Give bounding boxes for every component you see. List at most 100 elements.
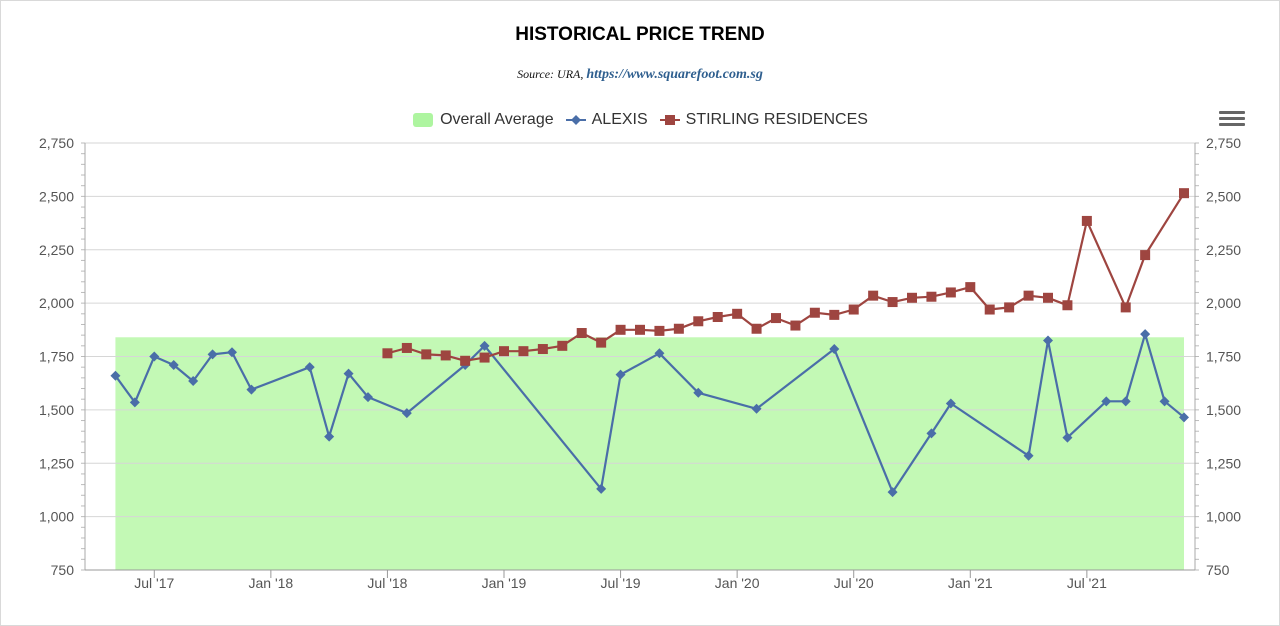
data-point-alexis	[168, 360, 179, 371]
data-point-alexis	[401, 408, 412, 419]
data-point-stirling-residences	[1023, 290, 1034, 301]
data-point-alexis	[129, 397, 140, 408]
legend-label-stirling: STIRLING RESIDENCES	[685, 111, 868, 128]
data-point-alexis	[1159, 396, 1170, 407]
y-tick-label-left: 1,750	[39, 349, 74, 365]
y-tick-label-right: 2,500	[1206, 188, 1241, 204]
diamond-line-icon	[565, 115, 586, 125]
data-point-stirling-residences	[809, 307, 820, 318]
data-point-alexis	[615, 369, 626, 380]
data-point-alexis	[1062, 432, 1073, 443]
legend-label-overall-average: Overall Average	[440, 111, 554, 128]
y-tick-label-right: 2,000	[1206, 295, 1241, 311]
data-point-stirling-residences	[732, 308, 743, 319]
data-point-stirling-residences	[654, 325, 665, 336]
data-point-alexis	[1140, 329, 1151, 340]
data-point-stirling-residences	[907, 292, 917, 303]
x-tick-label: Jan '18	[248, 575, 293, 591]
data-point-alexis	[654, 348, 665, 359]
source-text: Source: URA,	[517, 67, 587, 81]
data-point-alexis	[1043, 335, 1053, 346]
data-point-alexis	[304, 362, 315, 373]
data-point-alexis	[1120, 396, 1131, 407]
series-line-stirling-residences	[387, 192, 1185, 362]
legend-item-overall-average[interactable]: Overall Average	[412, 111, 554, 129]
data-point-stirling-residences	[1062, 300, 1073, 311]
x-tick-label: Jul '19	[601, 575, 641, 591]
y-tick-label-left: 2,500	[39, 188, 74, 204]
y-tick-label-left: 750	[51, 562, 75, 578]
data-point-alexis	[693, 387, 704, 398]
data-point-stirling-residences	[829, 309, 840, 320]
data-point-stirling-residences	[421, 349, 432, 360]
data-point-alexis	[110, 370, 121, 381]
y-tick-label-right: 1,000	[1206, 509, 1241, 525]
chart-subtitle: Source: URA, https://www.squarefoot.com.…	[0, 67, 1280, 83]
x-tick-label: Jan '19	[482, 575, 527, 591]
y-tick-label-right: 1,750	[1206, 349, 1241, 365]
x-tick-label: Jan '21	[948, 575, 993, 591]
data-point-stirling-residences	[479, 352, 490, 363]
data-point-alexis	[227, 347, 237, 358]
data-point-stirling-residences	[1004, 302, 1015, 313]
y-tick-label-right: 750	[1206, 562, 1230, 578]
data-point-alexis	[1179, 412, 1189, 423]
data-point-stirling-residences	[557, 340, 568, 351]
data-point-stirling-residences	[596, 337, 607, 348]
data-point-stirling-residences	[499, 346, 509, 357]
data-point-stirling-residences	[440, 350, 451, 361]
legend-item-alexis[interactable]: ALEXIS	[565, 111, 648, 129]
x-tick-label: Jul '17	[134, 575, 174, 591]
x-tick-label: Jan '20	[715, 575, 760, 591]
data-point-stirling-residences	[945, 287, 956, 298]
y-tick-label-right: 1,250	[1206, 455, 1241, 471]
data-point-alexis	[1101, 396, 1112, 407]
data-point-alexis	[887, 487, 898, 498]
data-point-alexis	[926, 428, 937, 439]
data-point-stirling-residences	[518, 346, 529, 357]
area-swatch-icon	[413, 113, 434, 127]
data-point-alexis	[945, 398, 956, 409]
data-point-stirling-residences	[868, 290, 879, 301]
data-point-stirling-residences	[673, 323, 684, 334]
y-tick-label-left: 1,000	[39, 509, 74, 525]
y-tick-label-left: 2,250	[39, 242, 74, 258]
data-point-stirling-residences	[615, 324, 626, 335]
data-point-stirling-residences	[984, 304, 995, 315]
data-point-alexis	[324, 431, 335, 442]
data-point-stirling-residences	[712, 312, 723, 323]
data-point-alexis	[751, 403, 762, 414]
data-point-alexis	[188, 376, 199, 387]
y-tick-label-left: 2,750	[39, 135, 74, 151]
y-tick-label-left: 1,500	[39, 402, 74, 418]
chart-legend: Overall Average ALEXIS STIRLING RESIDENC…	[0, 111, 1280, 129]
data-point-stirling-residences	[1081, 215, 1092, 226]
data-point-alexis	[596, 483, 607, 494]
source-link[interactable]: https://www.squarefoot.com.sg	[586, 67, 763, 82]
data-point-alexis	[207, 349, 218, 360]
data-point-stirling-residences	[790, 320, 801, 331]
data-point-alexis	[363, 392, 373, 403]
data-point-stirling-residences	[1140, 250, 1151, 261]
data-point-stirling-residences	[926, 291, 937, 302]
x-tick-label: Jul '20	[834, 575, 874, 591]
y-tick-label-left: 2,000	[39, 295, 74, 311]
data-point-alexis	[1023, 450, 1034, 461]
data-point-stirling-residences	[1043, 292, 1053, 303]
data-point-stirling-residences	[460, 355, 471, 366]
data-point-stirling-residences	[576, 328, 587, 339]
square-line-icon	[659, 115, 680, 125]
data-point-stirling-residences	[1120, 302, 1131, 313]
data-point-alexis	[829, 344, 840, 355]
legend-item-stirling[interactable]: STIRLING RESIDENCES	[659, 111, 868, 129]
data-point-stirling-residences	[1179, 188, 1189, 199]
hamburger-menu-icon[interactable]	[1219, 108, 1245, 130]
y-tick-label-left: 1,250	[39, 455, 74, 471]
y-tick-label-right: 1,500	[1206, 402, 1241, 418]
data-point-stirling-residences	[635, 324, 645, 335]
y-tick-label-right: 2,750	[1206, 135, 1241, 151]
overall-average-area	[115, 337, 1184, 570]
y-tick-label-right: 2,250	[1206, 242, 1241, 258]
data-point-stirling-residences	[382, 348, 393, 359]
